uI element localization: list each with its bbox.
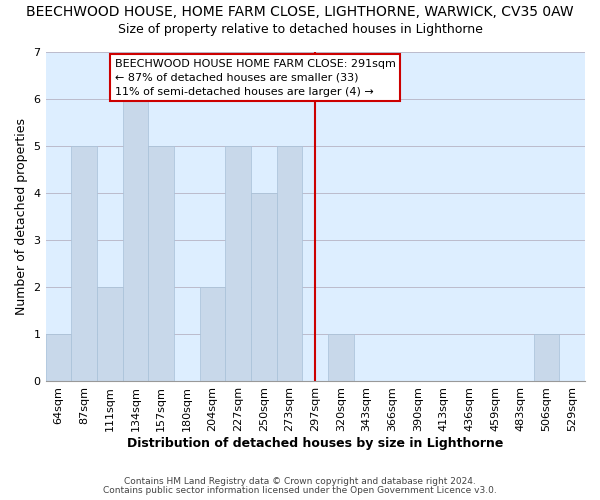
Bar: [46, 334, 71, 382]
Text: Size of property relative to detached houses in Lighthorne: Size of property relative to detached ho…: [118, 22, 482, 36]
Bar: [71, 146, 97, 382]
Bar: [277, 146, 302, 382]
Bar: [148, 146, 174, 382]
Bar: [251, 193, 277, 382]
Bar: [226, 146, 251, 382]
Y-axis label: Number of detached properties: Number of detached properties: [15, 118, 28, 315]
X-axis label: Distribution of detached houses by size in Lighthorne: Distribution of detached houses by size …: [127, 437, 503, 450]
Text: BEECHWOOD HOUSE HOME FARM CLOSE: 291sqm
← 87% of detached houses are smaller (33: BEECHWOOD HOUSE HOME FARM CLOSE: 291sqm …: [115, 58, 396, 96]
Bar: [122, 98, 148, 382]
Text: Contains public sector information licensed under the Open Government Licence v3: Contains public sector information licen…: [103, 486, 497, 495]
Bar: [200, 287, 226, 382]
Text: BEECHWOOD HOUSE, HOME FARM CLOSE, LIGHTHORNE, WARWICK, CV35 0AW: BEECHWOOD HOUSE, HOME FARM CLOSE, LIGHTH…: [26, 5, 574, 19]
Bar: [533, 334, 559, 382]
Bar: [97, 287, 122, 382]
Bar: [328, 334, 354, 382]
Text: Contains HM Land Registry data © Crown copyright and database right 2024.: Contains HM Land Registry data © Crown c…: [124, 477, 476, 486]
